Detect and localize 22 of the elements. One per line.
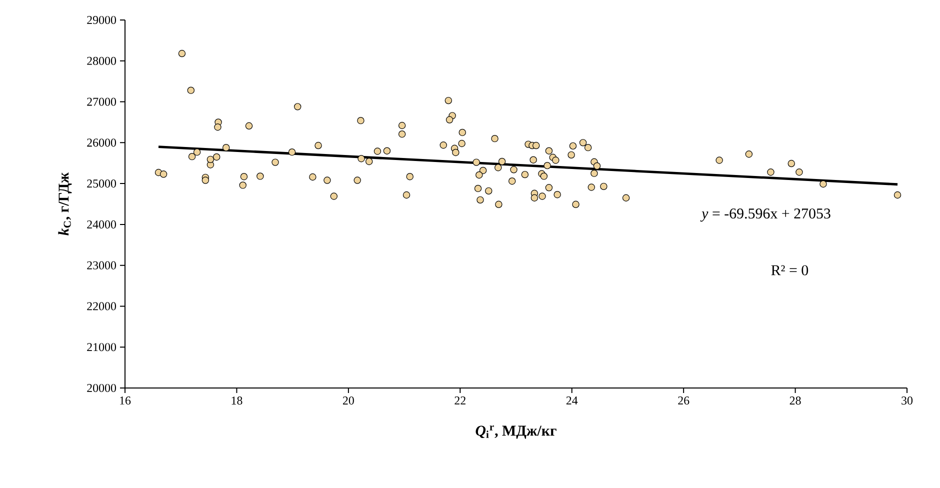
y-tick-label: 26000 [87, 138, 116, 147]
y-tick-label: 27000 [87, 98, 116, 106]
y-tick-label: 23000 [87, 261, 116, 270]
y-tick-label: 21000 [87, 343, 116, 352]
y-axis-title: k$_{C}$, г/ГДж [58, 172, 72, 236]
annotation: R² = 0 [771, 265, 808, 276]
x-tick-label: 24 [566, 396, 578, 404]
y-tick-label: 29000 [87, 16, 116, 24]
x-tick-label: 20 [342, 396, 354, 405]
x-axis-title: Q$_{i}$$^{r}$, МДж/кг [476, 425, 556, 439]
y-tick-label: 24000 [87, 220, 116, 228]
x-tick-label: 22 [454, 396, 466, 404]
y-tick-label: 25000 [87, 180, 116, 188]
y-tick-label: 20000 [87, 384, 116, 392]
annotation: y = -69.596x + 27053 [700, 208, 830, 222]
y-tick-label: 22000 [87, 302, 116, 310]
x-tick-label: 26 [678, 396, 690, 405]
x-tick-label: 16 [120, 396, 131, 405]
x-tick-label: 30 [902, 396, 913, 405]
y-tick-label: 28000 [87, 56, 116, 65]
x-tick-label: 28 [790, 396, 801, 405]
x-tick-label: 18 [232, 396, 242, 405]
